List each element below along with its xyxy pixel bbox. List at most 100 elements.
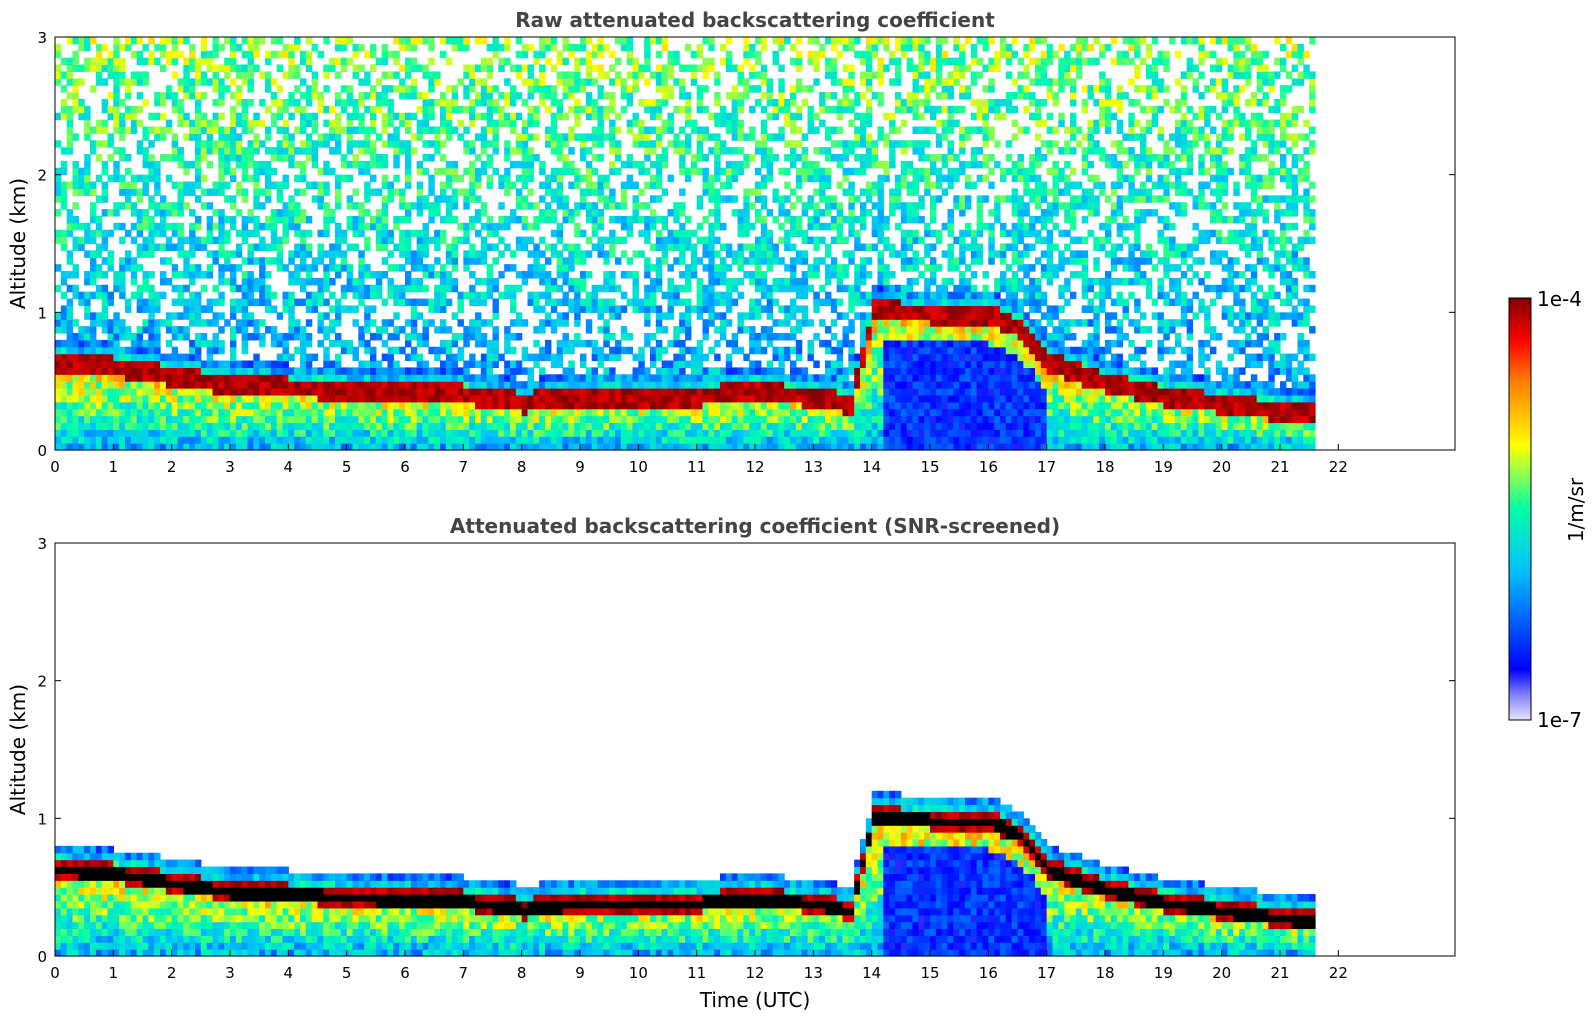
heatmap-cell	[574, 98, 581, 107]
heatmap-cell	[282, 394, 289, 403]
heatmap-cell	[381, 236, 389, 245]
heatmap-cell	[597, 92, 604, 100]
heatmap-cell	[457, 305, 464, 313]
heatmap-cell	[556, 105, 564, 114]
heatmap-cell	[673, 284, 680, 293]
heatmap-cell	[620, 443, 628, 451]
heatmap-cell	[620, 271, 628, 279]
heatmap-cell	[475, 78, 482, 86]
heatmap-cell	[638, 374, 645, 382]
heatmap-cell	[282, 209, 289, 217]
heatmap-cell	[545, 188, 552, 196]
heatmap-cell	[60, 57, 68, 66]
heatmap-cell	[492, 388, 499, 396]
heatmap-cell	[416, 167, 424, 176]
heatmap-cell	[521, 243, 529, 251]
heatmap-cell	[311, 92, 319, 100]
heatmap-cell	[270, 339, 278, 348]
heatmap-cell	[591, 222, 599, 231]
heatmap-cell	[515, 422, 523, 430]
heatmap-cell	[597, 85, 604, 93]
heatmap-cell	[778, 126, 785, 134]
heatmap-cell	[142, 222, 149, 231]
heatmap-cell	[457, 174, 464, 183]
heatmap-cell	[545, 353, 552, 362]
heatmap-cell	[113, 332, 120, 341]
heatmap-cell	[107, 388, 114, 396]
heatmap-cell	[498, 415, 505, 424]
heatmap-cell	[230, 388, 237, 396]
heatmap-cell	[253, 43, 260, 52]
heatmap-cell	[440, 167, 447, 176]
heatmap-cell	[492, 443, 499, 451]
heatmap-cell	[300, 140, 307, 148]
heatmap-cell	[807, 422, 814, 430]
heatmap-cell	[504, 264, 511, 272]
heatmap-cell	[206, 381, 214, 389]
heatmap-cell	[241, 126, 249, 134]
heatmap-cell	[609, 436, 616, 444]
heatmap-cell	[300, 443, 307, 451]
heatmap-cell	[84, 360, 91, 368]
heatmap-cell	[574, 133, 581, 141]
heatmap-cell	[183, 401, 190, 410]
heatmap-cell	[434, 98, 441, 107]
heatmap-cell	[323, 394, 330, 403]
heatmap-cell	[550, 98, 558, 107]
heatmap-cell	[183, 374, 190, 382]
heatmap-cell	[428, 394, 435, 403]
heatmap-cell	[556, 264, 564, 272]
heatmap-cell	[177, 85, 184, 93]
heatmap-cell	[335, 381, 342, 389]
heatmap-cell	[305, 154, 313, 162]
heatmap-cell	[165, 243, 173, 251]
heatmap-cell	[282, 422, 289, 430]
heatmap-cell	[755, 339, 762, 348]
heatmap-cell	[760, 195, 768, 203]
heatmap-cell	[463, 429, 470, 437]
heatmap-cell	[195, 408, 202, 417]
heatmap-cell	[148, 215, 155, 224]
heatmap-cell	[405, 353, 412, 362]
heatmap-cell	[317, 257, 324, 265]
heatmap-cell	[620, 92, 628, 100]
heatmap-cell	[381, 43, 389, 52]
heatmap-cell	[405, 160, 412, 169]
heatmap-cell	[661, 188, 669, 196]
heatmap-cell	[416, 243, 424, 251]
heatmap-cell	[556, 388, 564, 396]
heatmap-cell	[661, 64, 669, 73]
heatmap-cell	[364, 92, 371, 100]
heatmap-cell	[685, 105, 692, 114]
heatmap-cell	[364, 222, 371, 231]
heatmap-cell	[568, 257, 575, 265]
heatmap-cell	[533, 429, 540, 437]
heatmap-cell	[183, 250, 190, 258]
heatmap-cell	[84, 436, 91, 444]
heatmap-cell	[784, 353, 791, 362]
heatmap-cell	[702, 401, 709, 410]
heatmap-cell	[212, 188, 219, 196]
heatmap-cell	[807, 236, 814, 245]
heatmap-cell	[101, 415, 109, 424]
heatmap-cell	[200, 284, 208, 293]
heatmap-cell	[317, 319, 324, 327]
heatmap-cell	[101, 408, 109, 417]
heatmap-cell	[317, 105, 324, 114]
heatmap-cell	[95, 154, 103, 162]
heatmap-cell	[393, 71, 400, 79]
heatmap-cell	[113, 147, 120, 155]
heatmap-cell	[84, 353, 91, 362]
heatmap-cell	[160, 415, 167, 424]
heatmap-cell	[154, 202, 161, 210]
heatmap-cell	[305, 374, 313, 382]
heatmap-cell	[463, 250, 470, 258]
heatmap-cell	[142, 353, 149, 362]
heatmap-cell	[113, 312, 120, 320]
heatmap-cell	[650, 305, 657, 313]
heatmap-cell	[679, 367, 686, 375]
heatmap-cell	[778, 277, 785, 286]
heatmap-cell	[84, 346, 91, 355]
heatmap-cell	[119, 126, 126, 134]
heatmap-cell	[142, 429, 149, 437]
